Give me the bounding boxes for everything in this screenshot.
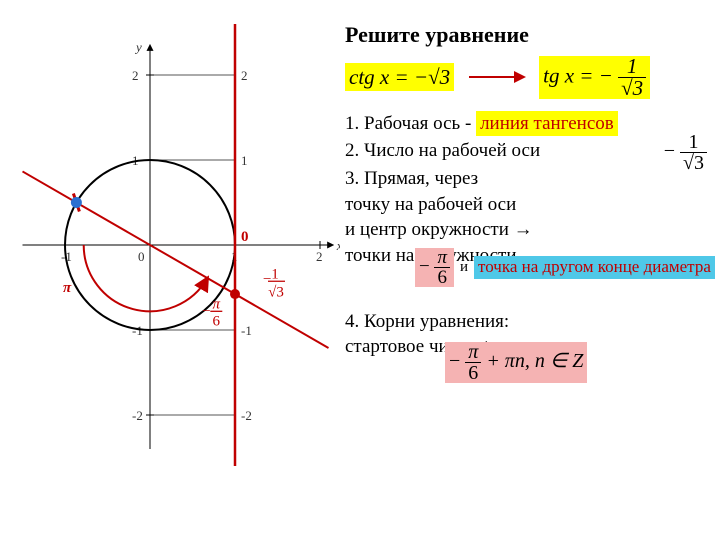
- svg-text:2: 2: [316, 249, 323, 264]
- svg-text:-2: -2: [241, 408, 252, 423]
- text-panel: Решите уравнение ctg x = −√3 tg x = − 1√…: [345, 20, 715, 385]
- step3-angle: − π6: [415, 248, 454, 287]
- svg-text:2: 2: [241, 68, 248, 83]
- step4-answer: − π6 + πn, n ∈ Z: [445, 342, 587, 383]
- svg-text:1: 1: [271, 266, 279, 282]
- eq1: ctg x = −√3: [345, 63, 454, 91]
- svg-text:-1: -1: [241, 323, 252, 338]
- svg-text:0: 0: [241, 229, 249, 245]
- diagram-panel: xy-2-2-1-11122-11200−1√3−π6π: [0, 0, 340, 540]
- equation-row: ctg x = −√3 tg x = − 1√3: [345, 56, 715, 99]
- implies-arrow: [469, 76, 524, 78]
- svg-text:2: 2: [132, 68, 139, 83]
- svg-text:π: π: [213, 296, 221, 312]
- svg-text:π: π: [63, 280, 72, 296]
- svg-text:−: −: [202, 303, 210, 319]
- svg-text:√3: √3: [268, 284, 284, 300]
- svg-text:1: 1: [241, 153, 248, 168]
- trig-diagram: xy-2-2-1-11122-11200−1√3−π6π: [0, 0, 340, 520]
- svg-text:-2: -2: [132, 408, 143, 423]
- title: Решите уравнение: [345, 20, 715, 50]
- step-2: 2. Число на рабочей оси − 1√3: [345, 138, 715, 164]
- svg-text:y: y: [134, 39, 142, 54]
- svg-text:0: 0: [138, 249, 145, 264]
- svg-text:6: 6: [213, 313, 221, 329]
- svg-text:x: x: [336, 238, 340, 253]
- step-3: 3. Прямая, через точку на рабочей оси и …: [345, 166, 715, 303]
- step3-diameter-note: точка на другом конце диаметра: [474, 256, 715, 279]
- eq2: tg x = − 1√3: [539, 56, 650, 99]
- step-4: 4. Корни уравнения: стартовое число + пе…: [345, 309, 715, 383]
- step1-highlight: линия тангенсов: [476, 111, 618, 137]
